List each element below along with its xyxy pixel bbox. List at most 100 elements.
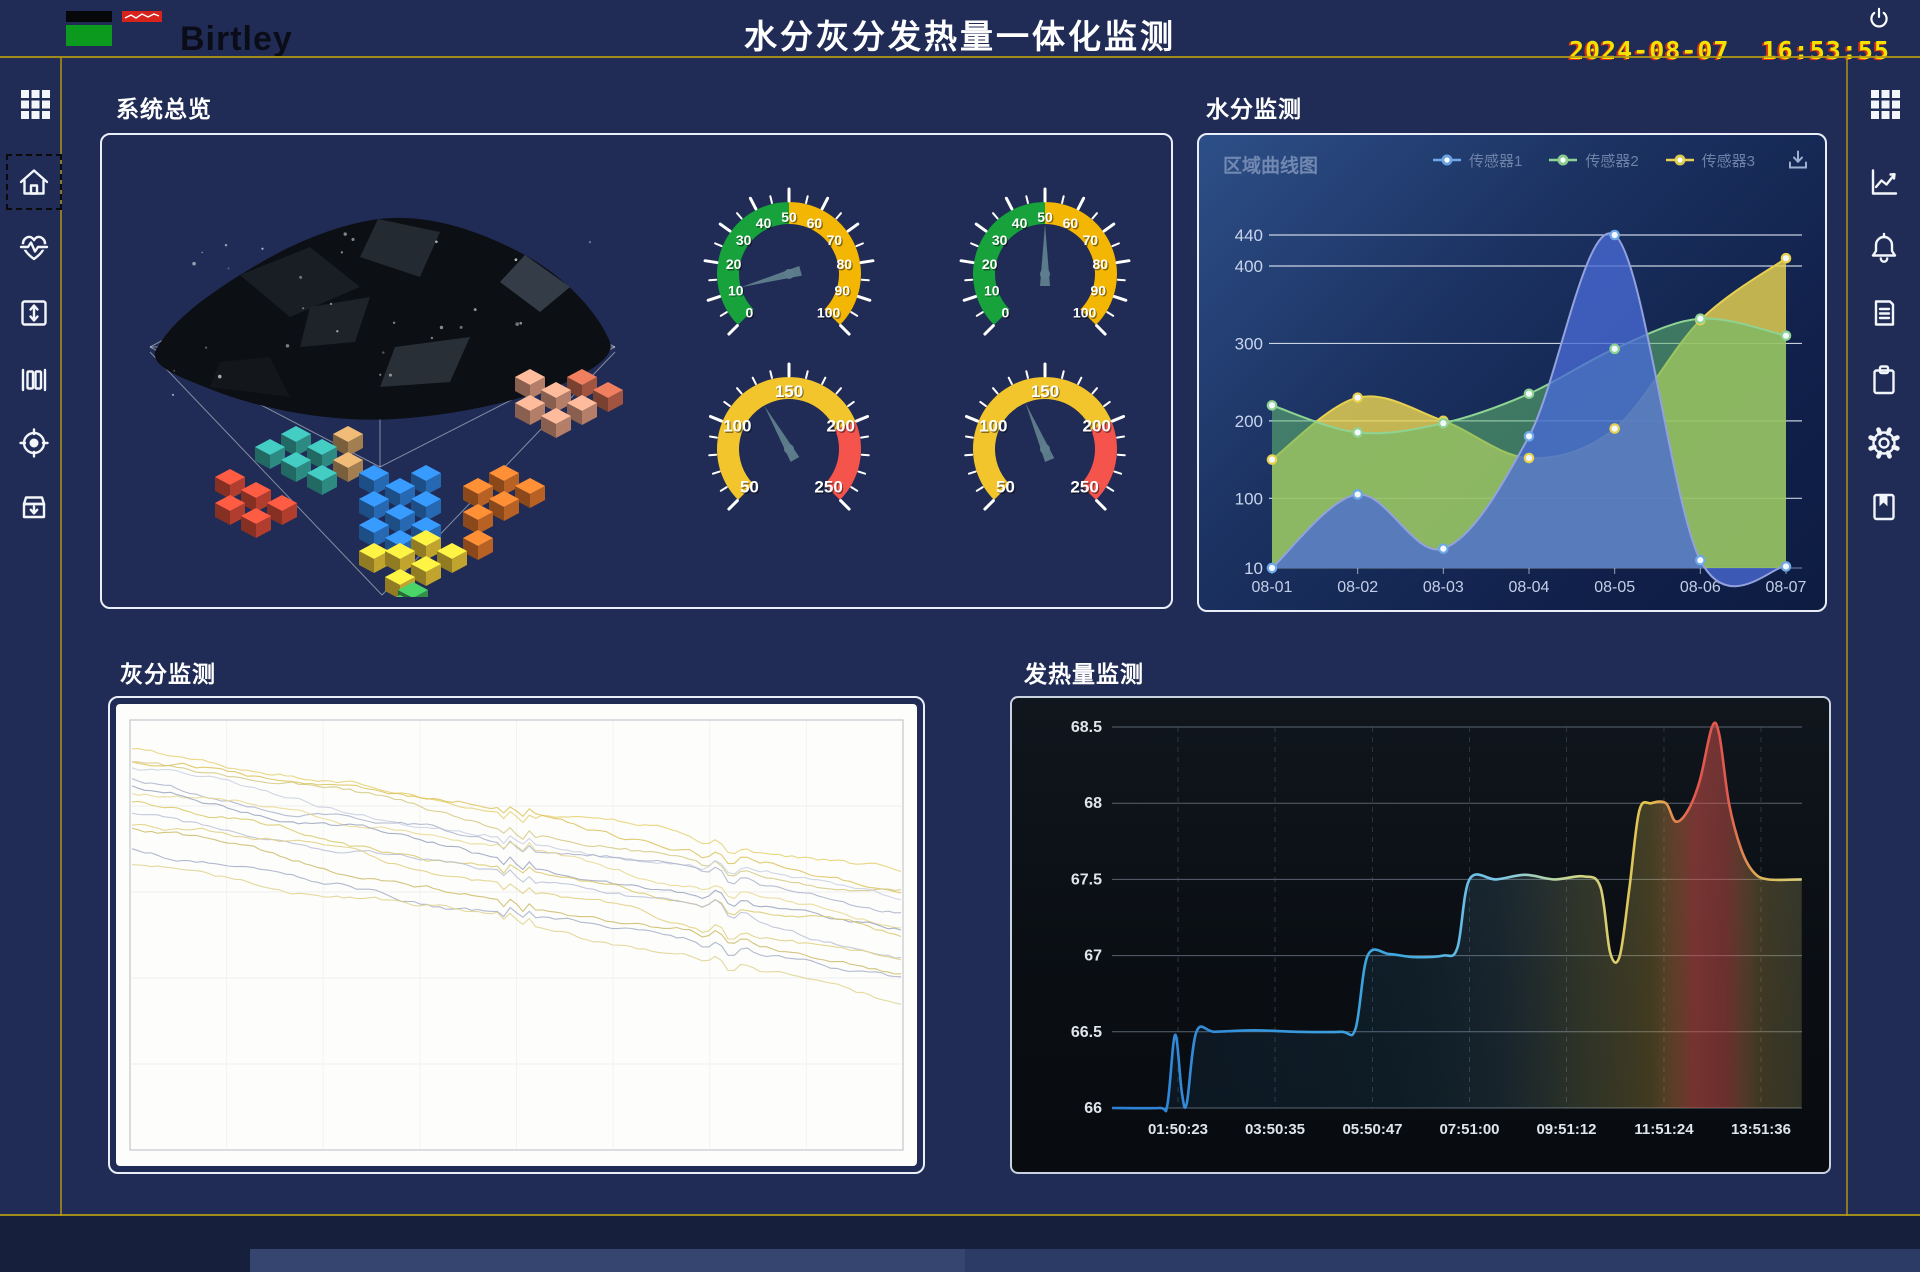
sidebar-item-alerts[interactable] bbox=[1862, 225, 1906, 269]
legend-label: 传感器1 bbox=[1468, 152, 1523, 170]
footer-bar bbox=[0, 1216, 1920, 1272]
panel-title-ash: 灰分监测 bbox=[120, 661, 216, 687]
svg-text:03:50:35: 03:50:35 bbox=[1245, 1121, 1305, 1138]
svg-text:10: 10 bbox=[729, 284, 745, 300]
sidebar-item-apps[interactable] bbox=[1862, 81, 1906, 125]
svg-text:0: 0 bbox=[746, 305, 754, 321]
svg-text:40: 40 bbox=[756, 215, 772, 231]
svg-text:07:51:00: 07:51:00 bbox=[1439, 1121, 1499, 1138]
page-title: 水分灰分发热量一体化监测 bbox=[744, 18, 1176, 55]
svg-text:400: 400 bbox=[1235, 257, 1263, 276]
date-text: 2024-08-07 bbox=[1568, 36, 1730, 65]
footer-strip-left bbox=[250, 1249, 965, 1272]
svg-text:100: 100 bbox=[979, 417, 1007, 436]
panel-ash-chart bbox=[108, 696, 925, 1174]
sidebar-item-target[interactable] bbox=[12, 421, 56, 465]
svg-text:70: 70 bbox=[1083, 232, 1099, 248]
svg-text:13:51:36: 13:51:36 bbox=[1731, 1121, 1791, 1138]
svg-text:250: 250 bbox=[1070, 478, 1098, 497]
svg-text:440: 440 bbox=[1235, 226, 1263, 245]
footer-strip-right bbox=[965, 1249, 1920, 1272]
gear-icon bbox=[1868, 427, 1900, 459]
sidebar-item-health[interactable] bbox=[12, 225, 56, 269]
gauge-moisture-b: 0 0 10 10 20 20 30 30 40 40 50 50 60 60 70 70 80 80 90 90 10… bbox=[940, 182, 1150, 342]
svg-text:250: 250 bbox=[1072, 479, 1100, 498]
gauge-moisture-a: 0 0 10 10 20 20 30 30 40 40 50 50 60 60 70 70 80 80 90 90 10… bbox=[684, 182, 894, 342]
svg-text:09:51:12: 09:51:12 bbox=[1536, 1121, 1596, 1138]
svg-text:66.5: 66.5 bbox=[1071, 1024, 1102, 1041]
sidebar-item-columns[interactable] bbox=[12, 358, 56, 402]
panel-title-moisture: 水分监测 bbox=[1206, 96, 1302, 122]
legend-item-sensor3[interactable]: 传感器3 bbox=[1665, 150, 1755, 171]
svg-text:70: 70 bbox=[827, 232, 843, 248]
panel-calorific-chart: 01:50:23 03:50:35 05:50:47 07:51:00 09:51:12… bbox=[1010, 696, 1831, 1174]
svg-text:100: 100 bbox=[724, 418, 752, 437]
svg-text:08-04: 08-04 bbox=[1509, 579, 1550, 596]
svg-text:80: 80 bbox=[838, 257, 854, 273]
svg-text:20: 20 bbox=[727, 257, 743, 273]
svg-text:100: 100 bbox=[818, 306, 842, 322]
sidebar-item-apps[interactable] bbox=[12, 81, 56, 125]
sidebar-item-trend[interactable] bbox=[1862, 160, 1906, 204]
moisture-chart-label: 区域曲线图 bbox=[1223, 156, 1319, 177]
logo-red-square bbox=[122, 11, 162, 22]
svg-text:250: 250 bbox=[814, 478, 842, 497]
svg-text:50: 50 bbox=[781, 209, 797, 225]
svg-text:250: 250 bbox=[816, 479, 844, 498]
svg-text:100: 100 bbox=[980, 418, 1008, 437]
svg-text:50: 50 bbox=[1038, 210, 1054, 226]
line-chart-icon bbox=[1871, 169, 1898, 195]
sidebar-item-tasks[interactable] bbox=[1862, 358, 1906, 402]
clipboard-icon bbox=[1873, 365, 1895, 395]
svg-text:67: 67 bbox=[1084, 948, 1102, 965]
svg-text:08-06: 08-06 bbox=[1680, 579, 1721, 596]
svg-text:0: 0 bbox=[1003, 306, 1011, 322]
header-divider bbox=[0, 56, 1920, 58]
legend-label: 传感器2 bbox=[1585, 152, 1639, 170]
svg-text:08-01: 08-01 bbox=[1252, 579, 1293, 596]
time-text: 16:53:55 bbox=[1761, 36, 1890, 65]
bell-icon bbox=[1871, 232, 1897, 263]
svg-text:40: 40 bbox=[757, 216, 773, 232]
sidebar-item-home[interactable] bbox=[6, 154, 62, 210]
moisture-legend: 传感器1 传感器2 传感器3 bbox=[1432, 149, 1809, 171]
expand-vertical-icon bbox=[21, 300, 47, 326]
svg-text:30: 30 bbox=[737, 233, 753, 249]
svg-text:60: 60 bbox=[1063, 215, 1079, 231]
grid-icon bbox=[1871, 90, 1900, 119]
svg-text:10: 10 bbox=[1244, 559, 1263, 578]
svg-text:20: 20 bbox=[726, 256, 742, 272]
svg-text:90: 90 bbox=[1092, 284, 1108, 300]
download-icon[interactable] bbox=[1787, 149, 1809, 171]
sidebar-item-settings[interactable] bbox=[1862, 421, 1906, 465]
svg-text:10: 10 bbox=[984, 282, 1000, 298]
legend-item-sensor2[interactable]: 传感器2 bbox=[1548, 150, 1639, 171]
ash-trend-chart bbox=[129, 719, 904, 1151]
svg-text:30: 30 bbox=[992, 232, 1008, 248]
svg-text:150: 150 bbox=[776, 383, 804, 402]
footer-divider bbox=[0, 1214, 1920, 1216]
svg-text:30: 30 bbox=[993, 233, 1009, 249]
svg-text:100: 100 bbox=[723, 417, 751, 436]
right-rail-divider bbox=[1846, 58, 1848, 1216]
sidebar-item-expand[interactable] bbox=[12, 291, 56, 335]
svg-text:70: 70 bbox=[1084, 233, 1100, 249]
svg-text:200: 200 bbox=[1235, 412, 1263, 431]
legend-item-sensor1[interactable]: 传感器1 bbox=[1432, 150, 1522, 171]
svg-text:11:51:24: 11:51:24 bbox=[1634, 1121, 1694, 1138]
sidebar-item-save[interactable] bbox=[1862, 484, 1906, 528]
target-icon bbox=[19, 428, 49, 458]
svg-text:50: 50 bbox=[996, 478, 1015, 497]
calorific-line-chart: 01:50:23 03:50:35 05:50:47 07:51:00 09:51:12… bbox=[1071, 719, 1802, 1138]
power-button[interactable] bbox=[1866, 6, 1892, 32]
gauge-ash-a: 50 50 100 100 150 150 200 200 250 250 bbox=[684, 357, 894, 517]
sidebar-item-archive[interactable] bbox=[12, 484, 56, 528]
svg-text:50: 50 bbox=[741, 479, 760, 498]
legend-label: 传感器3 bbox=[1701, 152, 1755, 170]
svg-text:100: 100 bbox=[1235, 489, 1263, 508]
svg-text:05:50:47: 05:50:47 bbox=[1342, 1121, 1402, 1138]
logo-green-square bbox=[66, 25, 112, 46]
sidebar-item-logs[interactable] bbox=[1862, 291, 1906, 335]
svg-text:50: 50 bbox=[782, 210, 798, 226]
